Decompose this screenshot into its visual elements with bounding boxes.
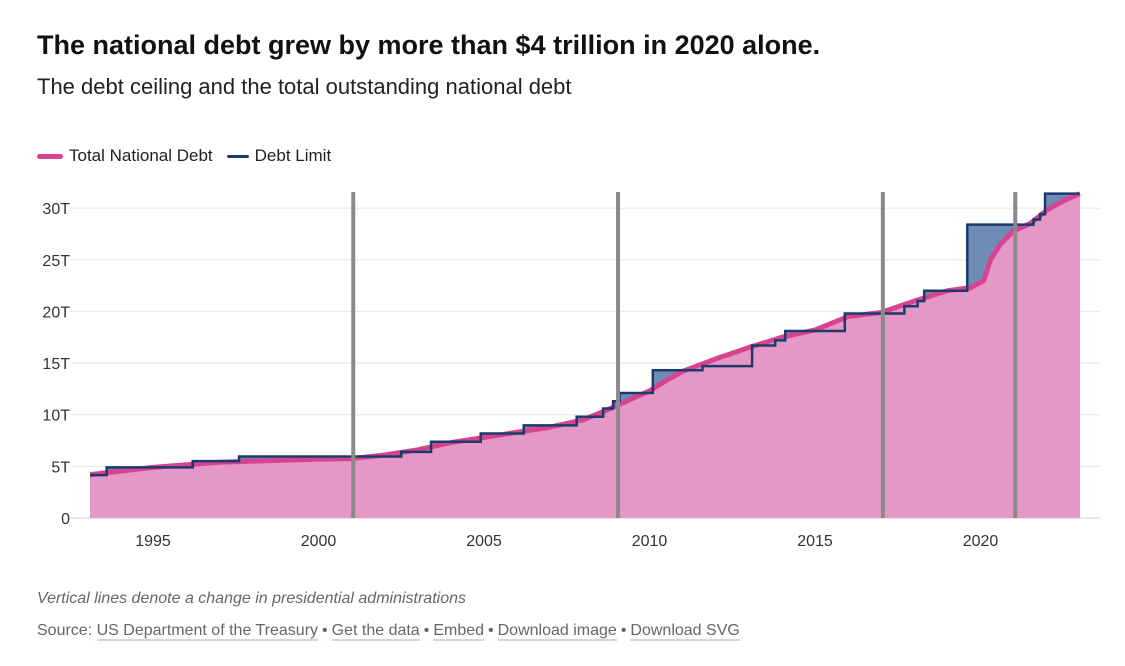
x-tick-label: 2010 xyxy=(632,533,668,550)
x-tick-label: 2020 xyxy=(963,533,999,550)
y-tick-label: 20T xyxy=(42,304,70,321)
download-image-link[interactable]: Download image xyxy=(497,622,617,641)
y-tick-label: 25T xyxy=(42,253,70,270)
x-tick-label: 2005 xyxy=(466,533,502,550)
legend-label: Debt Limit xyxy=(254,146,332,165)
legend-item-limit: Debt Limit xyxy=(226,146,332,166)
y-tick-label: 15T xyxy=(42,356,70,373)
legend-label: Total National Debt xyxy=(69,146,213,165)
source-link-treasury[interactable]: US Department of the Treasury xyxy=(96,622,319,641)
chart-subtitle: The debt ceiling and the total outstandi… xyxy=(37,74,572,99)
legend-swatch-debt xyxy=(37,153,63,159)
source-line: Source: US Department of the Treasury • Ge… xyxy=(37,622,740,641)
get-data-link[interactable]: Get the data xyxy=(331,622,420,641)
chart-title: The national debt grew by more than $4 t… xyxy=(37,30,821,60)
debt-limit-line xyxy=(90,192,1080,477)
y-tick-label: 5T xyxy=(51,459,70,476)
x-tick-label: 2015 xyxy=(797,533,833,550)
legend: Total National Debt Debt Limit xyxy=(37,146,331,166)
y-tick-label: 30T xyxy=(42,201,70,218)
chart-plot: 0 5T 10T 15T 20T 25T 30T 1995 2000 2005 2010 2015 20… xyxy=(42,191,1100,550)
footnote: Vertical lines denote a change in presid… xyxy=(37,590,466,607)
y-tick-label: 0 xyxy=(61,511,70,528)
embed-link[interactable]: Embed xyxy=(433,622,485,641)
debt-area xyxy=(90,193,1080,518)
x-tick-label: 2000 xyxy=(301,533,337,550)
download-svg-link[interactable]: Download SVG xyxy=(630,622,740,641)
legend-item-debt: Total National Debt xyxy=(37,146,213,166)
source-label: Source: xyxy=(37,622,93,639)
legend-swatch-limit xyxy=(226,154,249,158)
x-tick-label: 1995 xyxy=(135,533,171,550)
y-tick-label: 10T xyxy=(42,408,70,425)
